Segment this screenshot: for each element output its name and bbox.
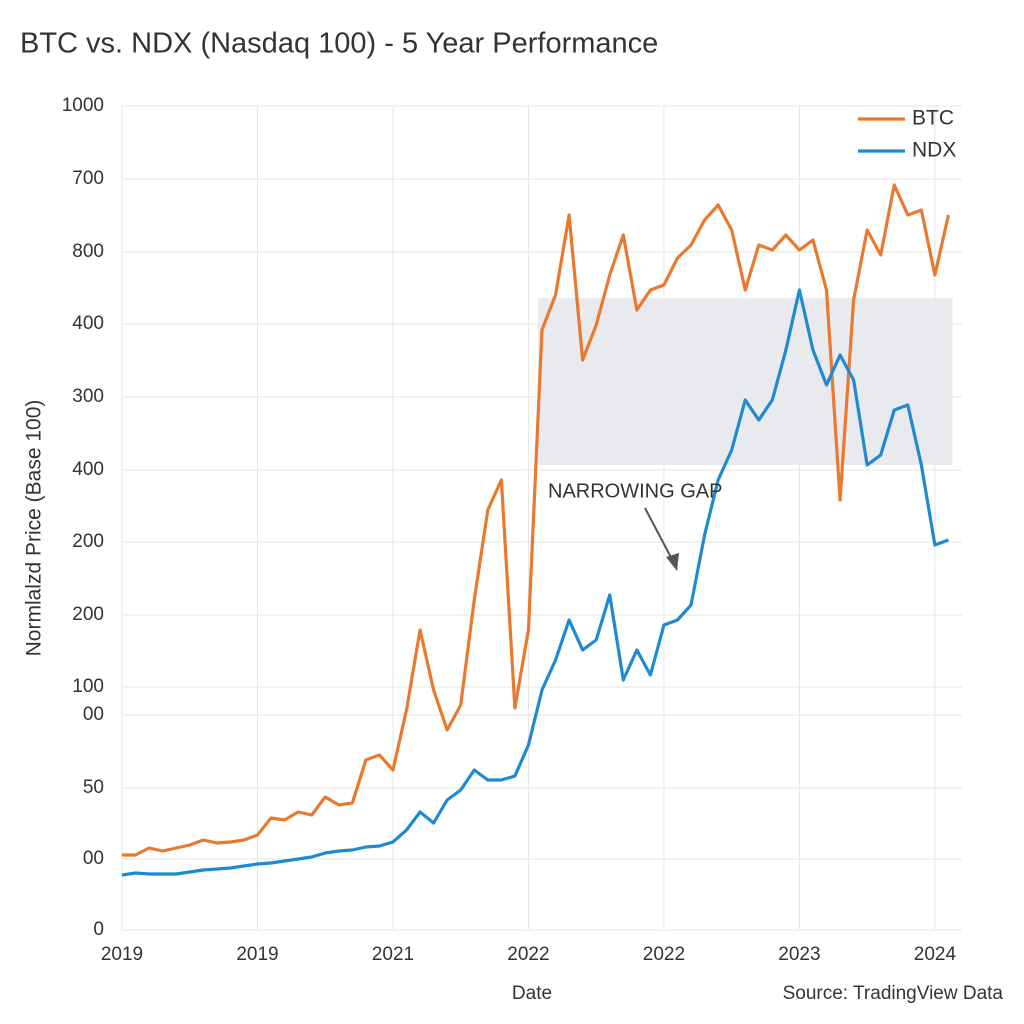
x-tick-label: 2019 [236,944,278,965]
x-axis-label: Date [512,983,552,1004]
y-tick-label: 800 [72,241,104,262]
arrow-head [666,553,679,571]
y-tick-label: 0 [93,919,104,940]
annotation-arrow [644,507,676,566]
line-series [121,288,950,877]
y-tick-label: 300 [72,386,104,407]
x-tick-label: 2019 [101,944,143,965]
y-tick-label: 00 [83,704,104,725]
y-tick-label: 1000 [62,95,104,116]
y-tick-label: 400 [72,459,104,480]
y-tick-label: 200 [72,604,104,625]
x-tick-label: 2024 [914,944,957,965]
source-note: Source: TradingView Data [783,983,1004,1004]
y-axis-label: Normlalzd Price (Base 100) [23,400,46,657]
y-tick-label: 00 [83,848,104,869]
y-tick-label: 100 [72,676,104,697]
x-tick-label: 2022 [643,944,685,965]
y-tick-label: 200 [72,531,104,552]
legend-label: BTC [912,107,954,130]
y-tick-label: 400 [72,313,104,334]
annotation: NARROWING GAP [548,480,722,502]
shaded-region [537,298,953,465]
x-tick-label: 2021 [372,944,414,965]
y-tick-label: 700 [72,168,104,189]
x-tick-label: 2022 [507,944,549,965]
x-tick-label: 2023 [778,944,820,965]
chart-title: BTC vs. NDX (Nasdaq 100) - 5 Year Perfor… [20,28,658,60]
y-tick-label: 50 [83,777,104,798]
line-series [122,183,951,857]
legend-label: NDX [912,139,956,162]
